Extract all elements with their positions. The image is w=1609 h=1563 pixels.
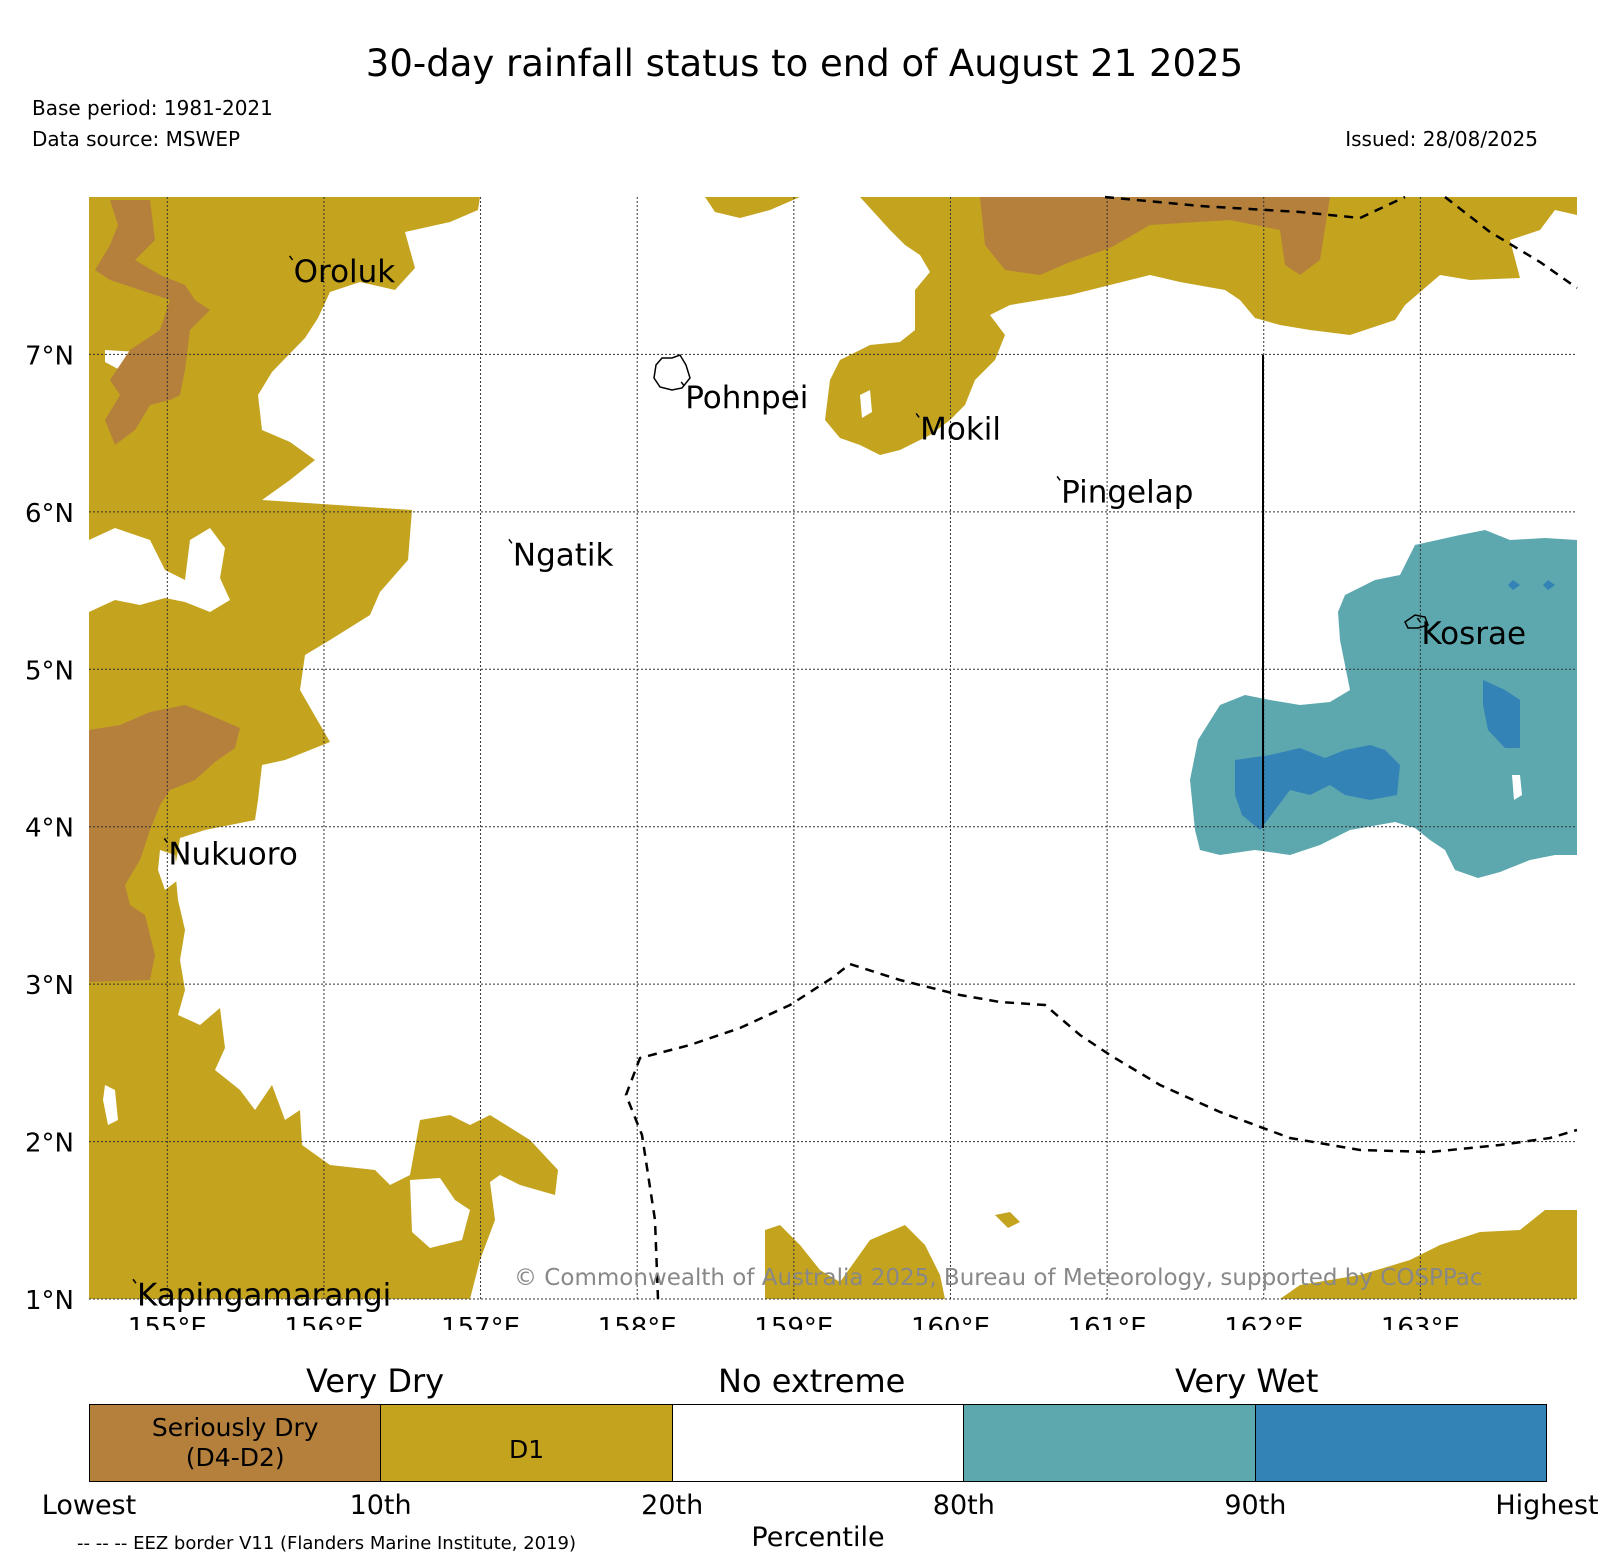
island-marker xyxy=(163,838,168,843)
highest-wet-region xyxy=(1483,680,1520,748)
legend-head-very-dry: Very Dry xyxy=(306,1362,445,1400)
lat-tick-label: 1°N xyxy=(25,1286,74,1316)
lon-tick-label: 159°E xyxy=(754,1313,833,1330)
eez-border xyxy=(624,195,1578,1300)
data-source: Data source: MSWEP xyxy=(32,127,241,151)
lat-tick-label: 2°N xyxy=(25,1129,74,1159)
legend-cell-label: Seriously Dry xyxy=(151,1413,319,1442)
seriously-dry-region-northeast xyxy=(980,197,1330,275)
kosrae-outline xyxy=(1404,614,1429,629)
place-label-pingelap: Pingelap xyxy=(1061,474,1193,510)
seriously-dry-region-north xyxy=(95,200,210,445)
legend-colorbar: Seriously Dry (D4-D2) D1 xyxy=(89,1404,1547,1482)
dry-region-south xyxy=(765,1225,945,1299)
island-marker xyxy=(1056,475,1061,481)
legend-cell-no-extreme xyxy=(672,1405,965,1481)
place-label-kosrae: Kosrae xyxy=(1421,616,1526,652)
legend-tick-label: 90th xyxy=(1224,1490,1287,1521)
place-label-nukuoro: Nukuoro xyxy=(168,836,297,872)
place-label-kapingamarangi: Kapingamarangi xyxy=(137,1277,391,1313)
island-marker xyxy=(680,381,685,387)
place-labels: Oroluk Pohnpei Mokil Pingelap Ngatik Kosrae Nu… xyxy=(132,254,1526,1313)
lon-tick-label: 155°E xyxy=(128,1313,207,1330)
lat-tick-label: 3°N xyxy=(25,971,74,1001)
normal-pocket xyxy=(158,850,178,890)
highest-wet-region xyxy=(1235,745,1400,830)
legend-xlabel: Percentile xyxy=(751,1522,885,1553)
normal-pocket xyxy=(410,1178,470,1248)
rainfall-map: 155°E 156°E 157°E 158°E 159°E 160°E 161°E 162°E… xyxy=(25,195,1578,1330)
lat-tick-label: 7°N xyxy=(25,341,74,371)
legend-tick-label: 20th xyxy=(641,1490,704,1521)
lat-tick-label: 4°N xyxy=(25,814,74,844)
normal-pocket xyxy=(103,1085,118,1125)
place-label-pohnpei: Pohnpei xyxy=(685,380,808,416)
legend-cell-very-wet xyxy=(964,1405,1256,1481)
legend-head-very-wet: Very Wet xyxy=(1175,1362,1319,1400)
legend-cell-d1: D1 xyxy=(381,1405,673,1481)
legend-head-no-extreme: No extreme xyxy=(718,1362,906,1400)
dry-region-southeast xyxy=(1280,1210,1577,1299)
place-label-oroluk: Oroluk xyxy=(294,254,396,290)
island-marker xyxy=(1416,617,1421,623)
lon-tick-label: 160°E xyxy=(911,1313,990,1330)
seriously-dry-region-west xyxy=(89,705,240,982)
lon-tick-label: 162°E xyxy=(1224,1313,1303,1330)
lon-tick-label: 156°E xyxy=(284,1313,363,1330)
base-period: Base period: 1981-2021 xyxy=(32,96,273,120)
legend-cell-sublabel: (D4-D2) xyxy=(185,1443,285,1472)
dry-speck xyxy=(995,1212,1020,1228)
lat-tick-label: 6°N xyxy=(25,499,74,529)
island-marker xyxy=(508,538,513,544)
place-label-ngatik: Ngatik xyxy=(513,537,614,573)
normal-pocket xyxy=(860,390,872,418)
legend-cell-seriously-dry: Seriously Dry (D4-D2) xyxy=(90,1405,382,1481)
normal-pocket xyxy=(1512,775,1522,800)
lat-tick-label: 5°N xyxy=(25,656,74,686)
eez-note: -- -- -- EEZ border V11 (Flanders Marine… xyxy=(77,1533,577,1554)
legend-tick-label: Lowest xyxy=(41,1490,137,1521)
lon-tick-label: 161°E xyxy=(1068,1313,1147,1330)
place-label-mokil: Mokil xyxy=(920,411,1001,447)
legend-tick-label: 10th xyxy=(349,1490,412,1521)
axis-labels: 155°E 156°E 157°E 158°E 159°E 160°E 161°E 162°E… xyxy=(25,341,1460,1330)
island-marker xyxy=(915,412,920,418)
issued-date: Issued: 28/08/2025 xyxy=(1345,127,1538,151)
lon-tick-label: 163°E xyxy=(1381,1313,1460,1330)
dry-region-west xyxy=(89,197,558,1299)
pohnpei-outline xyxy=(653,354,691,391)
legend-tick-label: 80th xyxy=(932,1490,995,1521)
lon-tick-label: 157°E xyxy=(441,1313,520,1330)
legend-tick-label: Highest xyxy=(1495,1490,1599,1521)
copyright-credit: © Commonwealth of Australia 2025, Bureau… xyxy=(514,1265,1483,1291)
normal-pocket xyxy=(89,528,230,612)
legend-cell-highest-wet xyxy=(1255,1405,1547,1481)
map-title: 30-day rainfall status to end of August … xyxy=(365,42,1244,85)
dry-region-north-central xyxy=(705,197,800,218)
island-marker xyxy=(132,1278,137,1284)
highest-wet-speck xyxy=(1508,580,1555,590)
island-marker xyxy=(289,255,294,261)
graticule xyxy=(89,197,1577,1300)
map-contours xyxy=(89,197,1577,1299)
lon-tick-label: 158°E xyxy=(598,1313,677,1330)
legend-cell-label: D1 xyxy=(509,1435,545,1464)
